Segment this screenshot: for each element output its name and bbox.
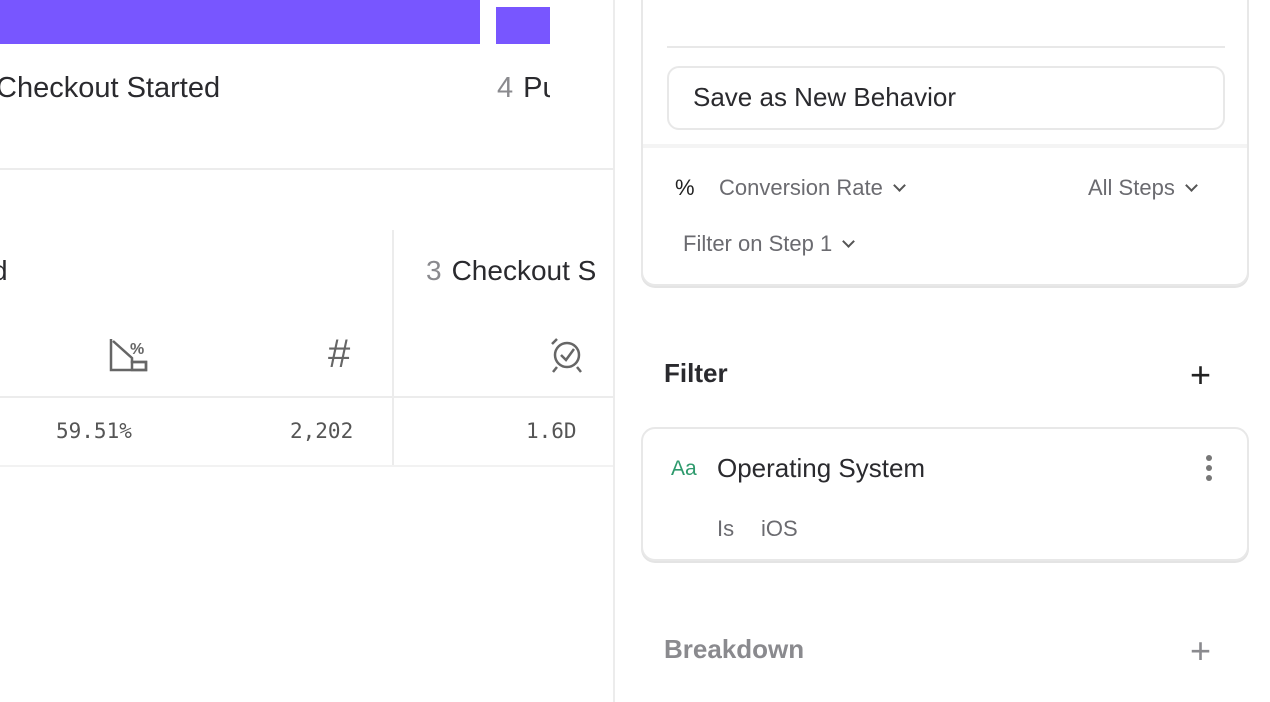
filter-on-step-dropdown[interactable]: Filter on Step 1 — [683, 231, 856, 257]
add-breakdown-button[interactable]: + — [1190, 630, 1212, 671]
chevron-down-icon — [893, 179, 906, 192]
filter-operator[interactable]: Is — [717, 516, 735, 541]
query-panel: Save as New Behavior % Conversion Rate A… — [616, 0, 1270, 702]
column-divider — [392, 230, 394, 466]
step-name: Pu — [523, 72, 550, 104]
steps-dropdown[interactable]: All Steps — [1088, 175, 1198, 201]
breakdown-section-title: Breakdown — [664, 634, 805, 664]
time-to-convert-value: 1.6D — [526, 419, 577, 443]
save-as-new-behavior-button[interactable]: Save as New Behavior — [667, 66, 1225, 130]
metric-dropdown[interactable]: Conversion Rate — [719, 175, 906, 201]
filter-property[interactable]: Operating System — [717, 453, 926, 483]
divider — [667, 46, 1225, 48]
svg-text:%: % — [130, 341, 144, 358]
funnel-step-label: 4 Pu — [497, 72, 550, 105]
filter-value[interactable]: iOS — [761, 516, 798, 541]
step-number: 3 — [426, 255, 442, 286]
steps-label: All Steps — [1088, 175, 1175, 200]
metric-card: Save as New Behavior % Conversion Rate A… — [641, 0, 1249, 286]
conversion-rate-icon: % — [109, 339, 148, 372]
step-number: 4 — [497, 72, 514, 104]
divider — [0, 168, 613, 170]
divider — [643, 144, 1247, 148]
filter-section-title: Filter — [664, 358, 728, 388]
step-name: Checkout S — [451, 255, 597, 286]
step-name: Checkout Started — [0, 72, 221, 104]
funnel-step-label: Checkout Started — [0, 72, 220, 105]
count-value: 2,202 — [290, 419, 354, 443]
string-type-icon: Aa — [671, 457, 697, 480]
filter-step-label: Filter on Step 1 — [683, 231, 833, 256]
percent-icon: % — [675, 175, 695, 200]
table-column-header: d — [0, 255, 8, 287]
time-to-convert-icon — [551, 338, 582, 373]
conversion-rate-value: 59.51% — [56, 419, 132, 443]
more-options-icon[interactable] — [1206, 455, 1212, 481]
table-column-header: 3 Checkout S — [426, 255, 596, 287]
metric-label: Conversion Rate — [719, 175, 883, 200]
funnel-bar-step-2[interactable] — [0, 0, 480, 44]
funnel-bar-step-4[interactable] — [496, 7, 550, 44]
count-icon: # — [328, 332, 351, 376]
divider — [0, 465, 613, 467]
add-filter-button[interactable]: + — [1190, 354, 1212, 395]
funnel-chart-area: Checkout Started 4 Pu d 3 Checkout S % # 5… — [0, 0, 615, 702]
chevron-down-icon — [1184, 179, 1198, 192]
filter-card[interactable]: Aa Operating System Is iOS — [641, 427, 1249, 561]
chevron-down-icon — [842, 235, 856, 248]
divider — [0, 396, 613, 398]
